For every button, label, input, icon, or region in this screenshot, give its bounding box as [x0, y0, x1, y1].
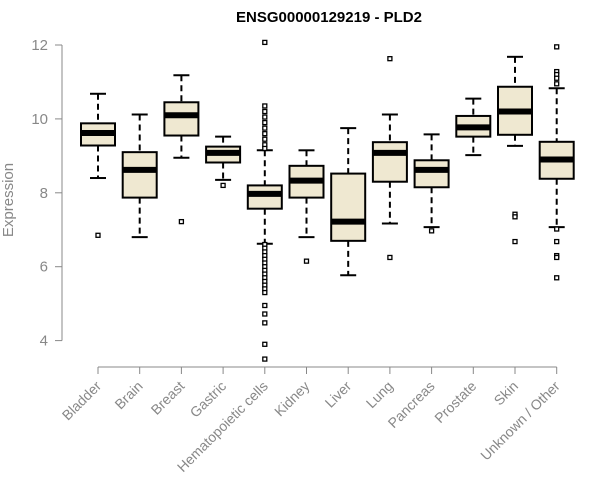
- outlier-point: [303, 258, 310, 264]
- box: [371, 141, 408, 183]
- outlier-point: [554, 226, 560, 232]
- outlier-point: [262, 356, 268, 362]
- outlier-point: [262, 341, 268, 347]
- y-tick-label: 12: [31, 37, 48, 54]
- outlier-point: [178, 218, 185, 225]
- x-tick-label: Bladder: [59, 378, 105, 424]
- outlier-point: [262, 320, 268, 326]
- x-tick-label: Lung: [363, 378, 396, 411]
- outlier-point: [554, 75, 560, 81]
- outlier-point: [554, 238, 560, 245]
- outlier-point: [262, 119, 268, 126]
- outlier-point: [95, 232, 101, 238]
- outlier-point: [262, 114, 268, 120]
- y-tick-label: 8: [40, 185, 48, 202]
- y-tick-label: 10: [31, 111, 48, 128]
- y-tick-label: 4: [40, 333, 48, 350]
- y-tick-label: 6: [40, 259, 48, 276]
- outlier-point: [554, 275, 560, 281]
- box: [413, 159, 450, 189]
- x-tick-label: Prostate: [431, 378, 479, 426]
- y-axis-label: Expression: [0, 163, 17, 237]
- outlier-point: [512, 214, 518, 220]
- chart-title: ENSG00000129219 - PLD2: [236, 9, 422, 26]
- x-tick-label: Breast: [148, 378, 188, 418]
- outlier-point: [220, 182, 226, 189]
- outlier-point: [262, 302, 268, 309]
- x-tick-label: Unknown / Other: [477, 378, 563, 464]
- outlier-point: [262, 39, 268, 46]
- outlier-point: [262, 125, 268, 131]
- x-tick-label: Brain: [111, 378, 145, 412]
- outlier-point: [262, 108, 268, 115]
- x-tick-label: Skin: [491, 378, 522, 409]
- outlier-point: [387, 56, 393, 62]
- outlier-point: [262, 311, 268, 317]
- outlier-point: [428, 228, 435, 234]
- box: [330, 172, 367, 242]
- x-tick-label: Liver: [322, 378, 355, 411]
- box: [121, 151, 158, 199]
- x-tick-label: Kidney: [271, 378, 313, 420]
- outlier-point: [554, 44, 560, 50]
- outlier-point: [387, 254, 393, 261]
- outlier-point: [512, 238, 518, 245]
- outlier-point: [262, 289, 268, 296]
- box: [246, 184, 283, 210]
- outlier-point: [554, 254, 560, 261]
- outlier-point: [262, 145, 268, 152]
- outlier-point: [262, 103, 268, 109]
- outlier-point: [262, 131, 268, 137]
- box: [163, 101, 200, 137]
- outlier-point: [554, 81, 560, 87]
- outlier-point: [262, 136, 268, 142]
